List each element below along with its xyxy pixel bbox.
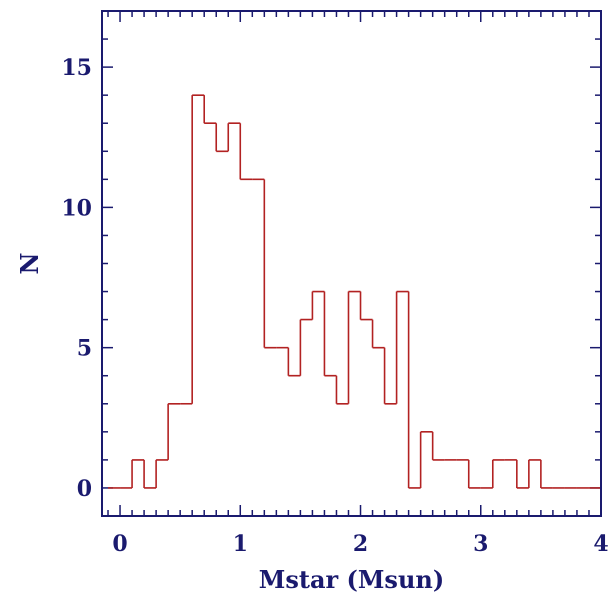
y-tick-label: 10 xyxy=(61,195,92,221)
histogram-bin xyxy=(335,375,349,405)
histogram-bin xyxy=(323,291,337,377)
histogram-bin xyxy=(540,459,553,489)
histogram-bin xyxy=(407,291,421,489)
histogram-bin xyxy=(516,459,529,489)
histogram-bin xyxy=(203,95,217,125)
histogram-bin xyxy=(467,459,481,489)
histogram-bin xyxy=(263,179,277,349)
histogram-bin xyxy=(167,402,181,460)
histogram-bin xyxy=(299,318,313,376)
y-axis-title: N xyxy=(15,253,44,275)
histogram-bin xyxy=(383,347,397,405)
y-tick-label: 0 xyxy=(77,476,92,502)
histogram-bin xyxy=(528,459,541,488)
histogram-bin xyxy=(395,290,409,404)
histogram-bin xyxy=(227,122,241,152)
histogram-bin xyxy=(239,123,253,181)
x-axis-title: Mstar (Msun) xyxy=(259,565,444,594)
histogram-bin xyxy=(359,291,373,321)
x-tick-label: 1 xyxy=(233,531,248,557)
histogram-bin xyxy=(311,290,325,320)
histogram-bin xyxy=(419,431,433,488)
histogram-bars xyxy=(108,94,601,489)
histogram-bin xyxy=(491,459,505,488)
axis-ticks xyxy=(102,10,602,517)
y-tick-label: 15 xyxy=(61,55,92,81)
histogram-bin xyxy=(347,290,361,404)
x-tick-label: 2 xyxy=(353,531,368,557)
histogram-bin xyxy=(155,459,169,488)
histogram-bin xyxy=(431,431,445,461)
x-tick-label: 0 xyxy=(112,531,127,557)
histogram-bin xyxy=(371,319,385,349)
plot-frame xyxy=(101,10,602,517)
histogram-bin xyxy=(215,123,229,153)
tick-labels: 0 1 2 3 4 0 5 10 15 xyxy=(61,55,608,557)
x-tick-label: 4 xyxy=(593,531,608,557)
x-tick-label: 3 xyxy=(473,531,488,557)
y-tick-label: 5 xyxy=(77,336,92,362)
histogram-bin xyxy=(287,347,301,377)
histogram-bin xyxy=(143,459,157,489)
histogram-bin xyxy=(191,94,205,404)
histogram-bin xyxy=(131,459,145,488)
